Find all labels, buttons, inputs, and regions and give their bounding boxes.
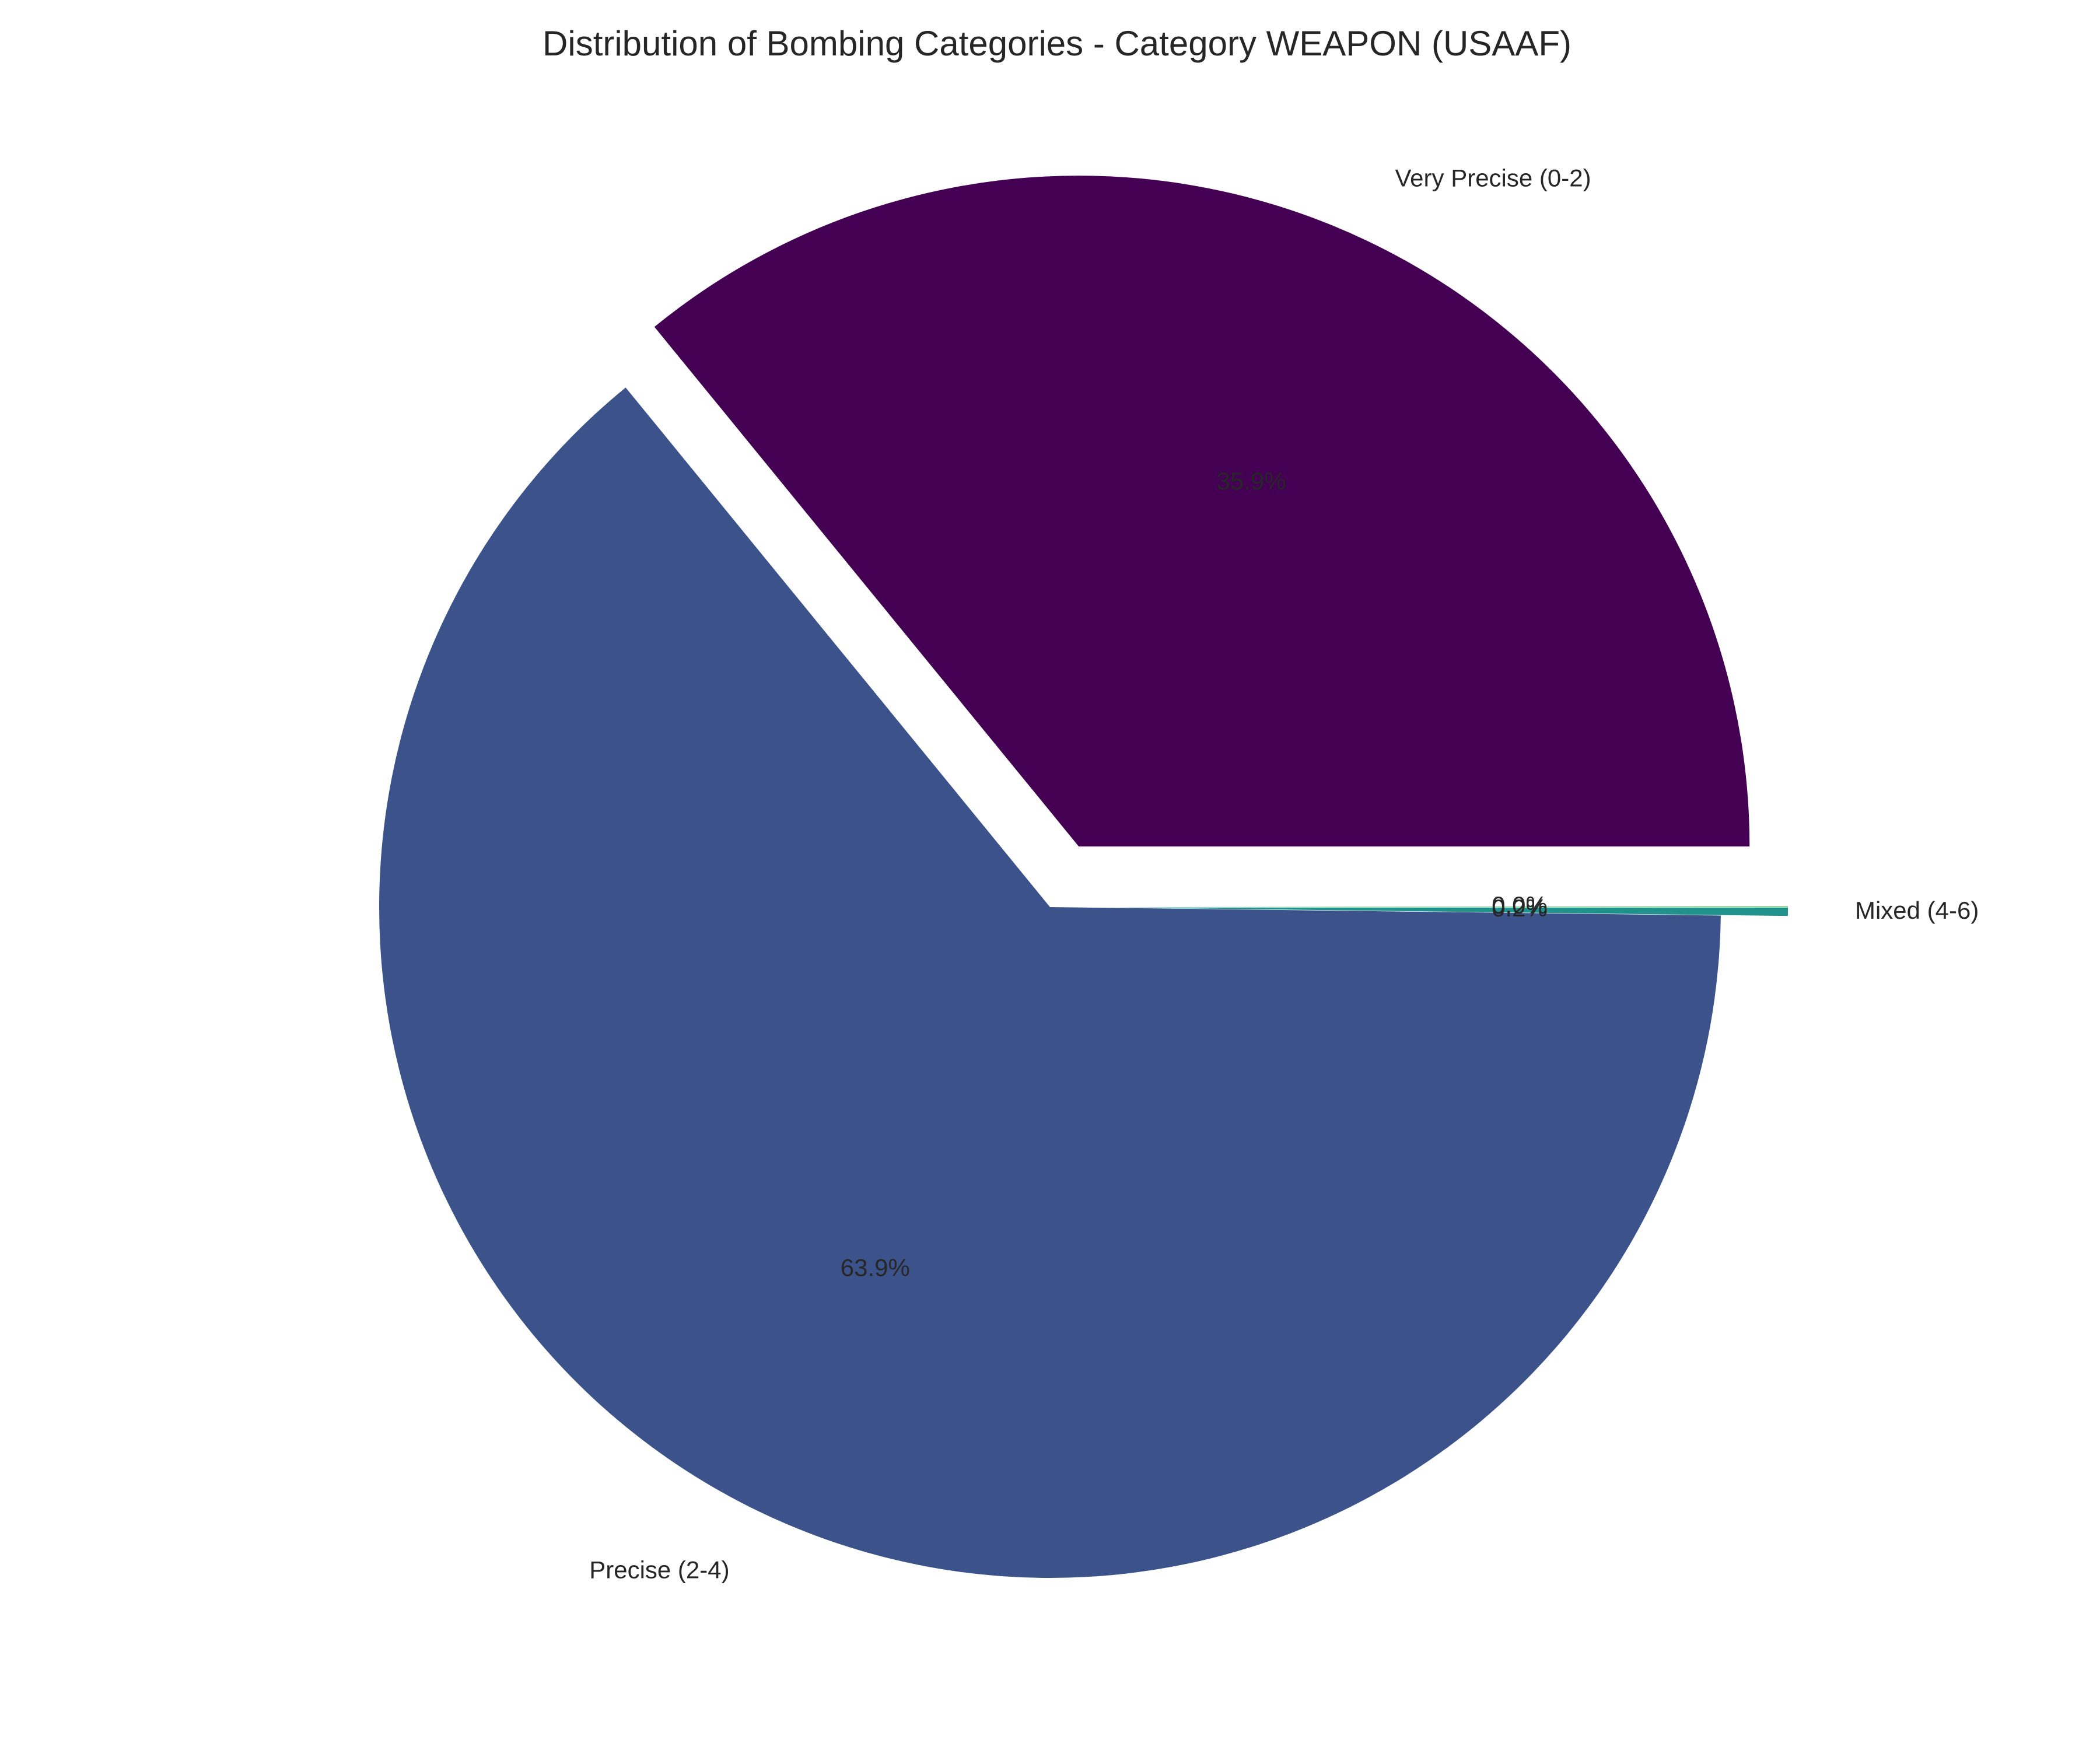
pie-slice [379, 387, 1721, 1578]
pie-slices [379, 176, 1788, 1578]
pie-labels: Very Precise (0-2) 35.9% Precise (2-4) 63.9… [589, 164, 1979, 1583]
slice-percent-label: 63.9% [841, 1254, 910, 1282]
slice-percent-label: 35.9% [1216, 467, 1286, 495]
slice-label: Precise (2-4) [589, 1556, 729, 1584]
slice-percent-label: 0.0% [1492, 891, 1548, 919]
pie-slice [1116, 907, 1788, 916]
slice-percent-label: 0.2% [1492, 894, 1548, 922]
pie-slice [654, 176, 1750, 847]
chart-title: Distribution of Bombing Categories - Cat… [542, 24, 1572, 63]
slice-label: Very Precise (0-2) [1395, 164, 1591, 191]
slice-label: Mixed (4-6) [1855, 897, 1979, 924]
